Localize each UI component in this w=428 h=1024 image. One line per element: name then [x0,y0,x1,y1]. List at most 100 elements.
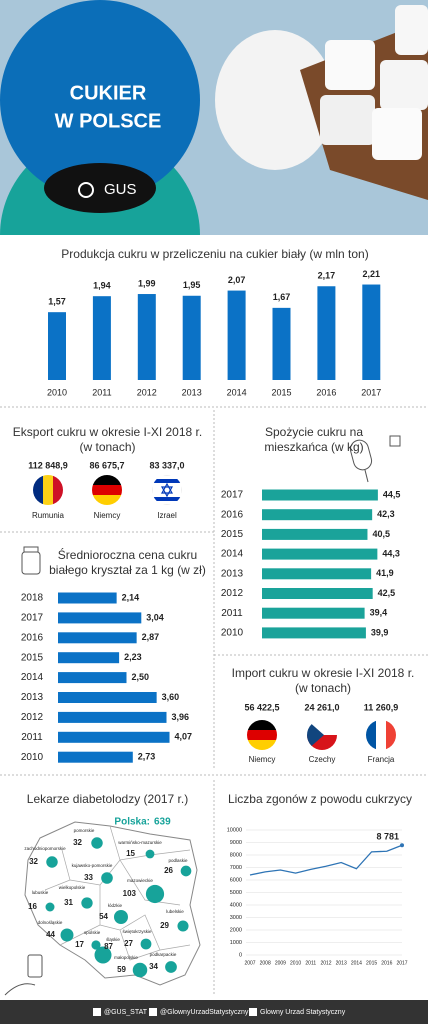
x-tick-label: 2009 [275,960,286,966]
y-tick-label: 8000 [230,852,242,858]
amount: 86 675,7 [89,460,124,470]
region-circle [91,940,101,950]
chart-title: Produkcja cukru w przeliczeniu na cukier… [61,247,369,261]
value-label: 3,04 [146,612,164,622]
y-tick-label: 2010 [21,752,44,763]
flag-france [366,720,396,750]
value-label: 2,14 [122,592,140,602]
value-label: 2,87 [142,632,160,642]
x-tick-label: 2010 [290,960,301,966]
x-tick-label: 2015 [271,387,291,397]
region-value: 26 [164,866,173,875]
bar [262,607,365,619]
logo: GUS [104,181,137,198]
value-label: 1,94 [93,281,111,291]
region-value: 32 [73,838,82,847]
region-value: 27 [124,939,133,948]
map-outline [24,821,201,986]
amount: 83 337,0 [149,460,184,470]
y-tick-label: 2016 [21,632,44,643]
amount: 56 422,5 [244,702,279,712]
value-label: 40,5 [372,529,390,539]
value-label: 2,17 [318,271,336,281]
bar [58,632,137,644]
region-name: warmińsko-mazurskie [118,840,162,845]
country: Czechy [309,755,336,764]
flag-czech [307,720,337,750]
region-name: dolnośląskie [38,920,63,925]
region-circle [81,897,93,909]
region-circle [94,946,112,964]
y-tick-label: 1000 [230,940,242,946]
region-value: 44 [46,930,55,939]
footer-text: Glowny Urzad Statystyczny [260,1009,346,1016]
bar [362,284,381,380]
x-tick-label: 2010 [47,387,67,397]
amount: 24 261,0 [304,702,339,712]
region-name: podlaskie [168,858,188,863]
region-name: lubuskie [32,890,49,895]
bar [262,489,378,501]
region-value: 32 [29,857,38,866]
bar [262,528,368,540]
region-circle [45,902,55,912]
bar [317,286,336,380]
y-tick-label: 3000 [230,915,242,921]
value-label: 3,96 [172,712,190,722]
region-circle [46,856,58,868]
flag-germany [247,720,277,750]
bar [272,307,291,380]
x-tick-label: 2011 [92,387,111,397]
y-tick-label: 2017 [221,490,244,501]
glucometer-icon [4,954,43,996]
line [249,844,403,876]
y-tick-label: 2014 [21,672,44,683]
region-circle [91,837,103,849]
country: Izrael [157,511,177,520]
region-name: świętokrzyskie [122,929,152,934]
y-tick-label: 9000 [230,840,242,846]
country: Niemcy [249,755,276,764]
x-tick-label: 2008 [260,960,271,966]
y-tick-label: 5000 [230,890,242,896]
region-name: pomorskie [74,828,95,833]
y-tick-label: 10000 [227,827,242,833]
x-tick-label: 2011 [305,960,316,966]
bar [58,672,127,684]
x-tick-label: 2013 [182,387,202,397]
y-tick-label: 2017 [21,613,44,624]
facebook-icon [149,1008,157,1016]
bar [137,294,156,380]
bar [58,751,133,763]
bar [262,568,372,580]
value-label: 1,95 [183,280,201,290]
map-borders [44,825,191,961]
region-value: 59 [117,965,126,974]
value-label: 42,5 [378,588,396,598]
y-tick-label: 2011 [221,608,243,619]
y-tick-label: 2018 [21,593,44,604]
region-value: 31 [64,898,73,907]
value-label: 2,07 [228,275,246,285]
value-label: 1,99 [138,278,156,288]
region-circle [145,884,165,904]
region-circle [60,928,74,942]
region-name: lubelskie [166,909,184,914]
x-tick-label: 2012 [137,387,157,397]
region-circle [101,872,113,884]
bar [58,612,142,624]
region-value: 15 [126,849,135,858]
flag-romania [33,475,63,505]
region-value: 33 [84,873,93,882]
region-name: śląskie [106,937,120,942]
total: 639 [154,817,171,828]
title-line: W POLSCE [55,110,162,132]
candy-icon [349,435,401,483]
region-name: łódzkie [108,903,123,908]
section-title: Lekarze diabetolodzy (2017 r.) [26,792,189,806]
bar [182,295,201,380]
region-name: małopolskie [114,955,138,960]
flag-israel [152,475,182,505]
